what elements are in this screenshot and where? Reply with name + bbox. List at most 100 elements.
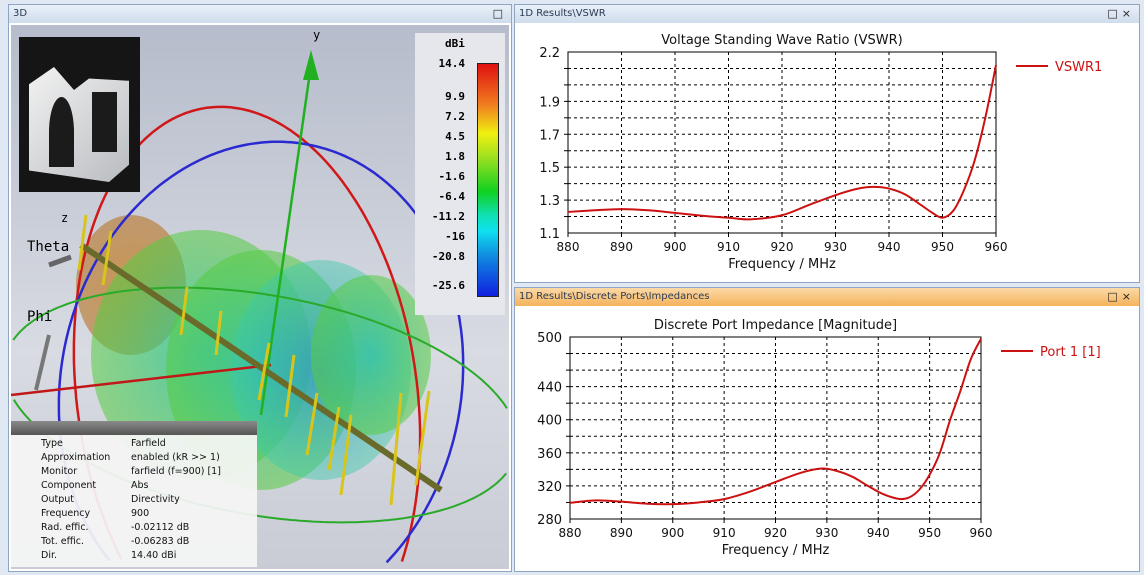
panel-vswr-titlebar[interactable]: 1D Results\VSWR □× — [515, 5, 1139, 23]
x-tick-label: 940 — [878, 240, 901, 254]
x-tick-label: 890 — [610, 240, 633, 254]
y-tick-label: 1.9 — [539, 95, 560, 110]
colorbar-tick-label: 9.9 — [445, 90, 465, 103]
info-label: Approximation — [41, 452, 111, 463]
maximize-icon[interactable]: □ — [492, 7, 507, 20]
info-value: -0.06283 dB — [131, 536, 190, 547]
info-label: Component — [41, 480, 97, 491]
y-tick-label: 320 — [537, 480, 562, 495]
panel-3d: 3D □ — [8, 4, 512, 572]
colorbar-tick-label: -25.6 — [431, 279, 465, 292]
antenna-photo-thumbnail — [19, 37, 140, 192]
x-tick-label: 920 — [771, 240, 794, 254]
x-axis — [11, 363, 272, 397]
yagi-antenna — [77, 214, 443, 506]
plot-area-frame — [569, 336, 982, 520]
y-tick-label: 500 — [537, 331, 562, 346]
x-tick-label: 950 — [918, 526, 941, 540]
x-tick-label: 930 — [815, 526, 838, 540]
info-label: Output — [41, 494, 74, 505]
x-axis-label: Frequency / MHz — [722, 543, 830, 558]
colorbar-scale — [477, 63, 499, 297]
info-value: Farfield — [131, 438, 166, 449]
vswr-chart: Voltage Standing Wave Ratio (VSWR) 880 890… — [539, 33, 1102, 272]
colorbar-tick-label: -1.6 — [438, 170, 466, 183]
y-tick-label: 2.2 — [539, 46, 560, 61]
y-tick-label: 1.5 — [539, 161, 560, 176]
x-tick-label: 910 — [713, 526, 736, 540]
y-tick-label: 440 — [537, 381, 562, 396]
colorbar-tick-label: 4.5 — [445, 130, 465, 143]
colorbar-tick-label: -16 — [445, 230, 465, 243]
close-icon[interactable]: × — [1121, 290, 1135, 303]
y-tick-label: 280 — [537, 513, 562, 528]
y-axis-label: y — [313, 28, 320, 42]
info-value: farfield (f=900) [1] — [131, 466, 221, 477]
y-tick-label: 400 — [537, 414, 562, 429]
info-value: enabled (kR >> 1) — [131, 452, 220, 463]
y-axis-arrow-icon — [303, 50, 319, 80]
close-icon[interactable]: × — [1121, 7, 1135, 20]
x-tick-label: 930 — [824, 240, 847, 254]
info-label: Frequency — [41, 508, 91, 519]
phi-arrow-icon — [34, 334, 51, 391]
z-axis-label: z — [61, 211, 68, 225]
info-value: Abs — [131, 480, 149, 491]
phi-label: Phi — [27, 309, 52, 325]
y-axis — [259, 64, 313, 416]
theta-arrow-icon — [48, 254, 72, 268]
x-tick-label: 960 — [985, 240, 1008, 254]
y-tick-label: 1.1 — [539, 227, 560, 242]
x-tick-label: 900 — [664, 240, 687, 254]
info-label: Type — [41, 438, 63, 449]
x-tick-label: 950 — [931, 240, 954, 254]
3d-viewport[interactable]: y z Theta Phi dBi 14.4 9.9 7.2 4.5 1.8 -1.6 -6… — [11, 25, 509, 569]
colorbar-tick-label: -11.2 — [431, 210, 465, 223]
colorbar-tick-label: -20.8 — [431, 250, 465, 263]
theta-label: Theta — [27, 239, 69, 255]
colorbar-tick-label: 14.4 — [438, 57, 466, 70]
legend-label: Port 1 [1] — [1040, 345, 1101, 360]
colorbar-unit: dBi — [445, 37, 465, 50]
chart-title: Discrete Port Impedance [Magnitude] — [654, 318, 897, 333]
panel-impedance-title: 1D Results\Discrete Ports\Impedances — [519, 291, 710, 302]
info-value: Directivity — [131, 494, 180, 505]
panel-impedance: 1D Results\Discrete Ports\Impedances □× … — [514, 287, 1140, 572]
plot-area-frame — [567, 51, 997, 234]
panel-3d-title: 3D — [13, 8, 28, 19]
colorbar-tick-label: 7.2 — [445, 110, 465, 123]
x-tick-label: 890 — [610, 526, 633, 540]
legend-label: VSWR1 — [1055, 60, 1102, 75]
series-line-0 — [569, 338, 982, 506]
x-tick-label: 880 — [557, 240, 580, 254]
series-line-0 — [567, 64, 997, 221]
colorbar-legend: dBi 14.4 9.9 7.2 4.5 1.8 -1.6 -6.4 -11.2 -16 -20.… — [415, 33, 505, 315]
x-tick-label: 900 — [661, 526, 684, 540]
farfield-info-box: Type Farfield Approximation enabled (kR >> … — [11, 421, 257, 567]
x-tick-label: 880 — [559, 526, 582, 540]
y-tick-label: 1.3 — [539, 194, 560, 209]
panel-impedance-titlebar[interactable]: 1D Results\Discrete Ports\Impedances □× — [515, 288, 1139, 306]
maximize-icon[interactable]: □ — [1107, 7, 1122, 20]
x-tick-label: 940 — [867, 526, 890, 540]
impedance-chart: Discrete Port Impedance [Magnitude] 880 89… — [537, 318, 1101, 558]
x-tick-label: 910 — [717, 240, 740, 254]
info-value: 900 — [131, 508, 150, 519]
panel-vswr: 1D Results\VSWR □× Voltage Standing Wave… — [514, 4, 1140, 283]
info-value: -0.02112 dB — [131, 522, 190, 533]
x-axis-label: Frequency / MHz — [728, 257, 836, 272]
info-label: Monitor — [41, 466, 78, 477]
y-tick-label: 360 — [537, 447, 562, 462]
maximize-icon[interactable]: □ — [1107, 290, 1122, 303]
panel-3d-titlebar[interactable]: 3D □ — [9, 5, 511, 23]
info-value: 14.40 dBi — [131, 550, 177, 561]
x-tick-label: 960 — [970, 526, 993, 540]
info-label: Rad. effic. — [41, 522, 89, 533]
panel-vswr-title: 1D Results\VSWR — [519, 8, 606, 19]
colorbar-tick-label: 1.8 — [445, 150, 465, 163]
chart-title: Voltage Standing Wave Ratio (VSWR) — [661, 33, 902, 48]
x-tick-label: 920 — [764, 526, 787, 540]
info-label: Dir. — [41, 550, 58, 561]
y-tick-label: 1.7 — [539, 128, 560, 143]
colorbar-tick-label: -6.4 — [438, 190, 466, 203]
